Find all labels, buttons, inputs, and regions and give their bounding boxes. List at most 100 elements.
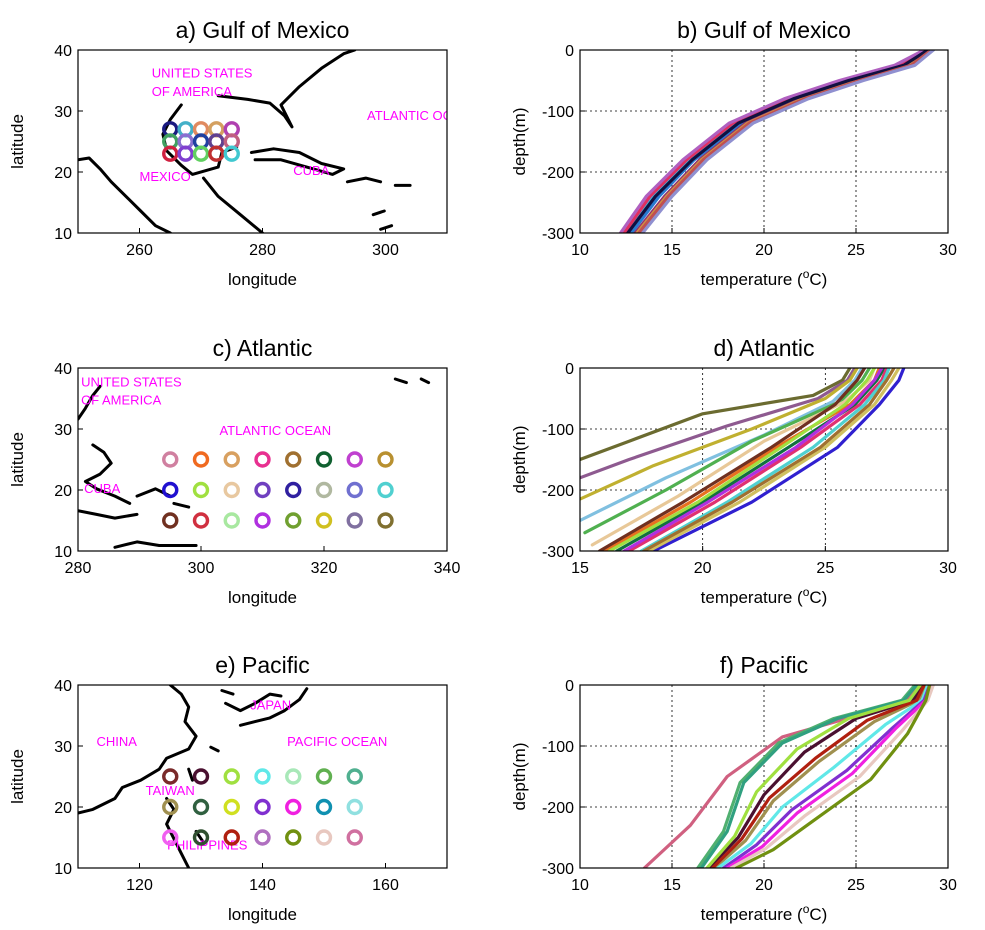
station-marker [285, 798, 302, 816]
y-tick-label-a: 20 [54, 165, 72, 182]
x-tick-label-d: 15 [571, 560, 589, 577]
station-marker [162, 451, 179, 468]
station-marker [346, 798, 363, 816]
x-axis-label-c: longitude [228, 588, 297, 607]
x-axis-label-e: longitude [228, 905, 297, 924]
x-axis-label-f: temperature (oC) [701, 902, 828, 924]
coastline [224, 692, 283, 713]
station-marker [346, 829, 363, 846]
station-marker [315, 829, 333, 846]
coastline [202, 176, 264, 233]
station-marker [162, 145, 179, 162]
station-marker [254, 768, 271, 785]
panel-d: d) Atlantic 15 20 25 30 0 -100 -200 -300 temperat… [510, 335, 957, 607]
map-label: CUBA [293, 163, 329, 178]
x-axis-unit-celsius: C) [809, 588, 827, 607]
x-tick-label-c: 280 [65, 560, 92, 577]
y-tick-label-c: 20 [54, 483, 72, 500]
map-label: MEXICO [140, 169, 191, 184]
coastline [113, 540, 198, 549]
panel-c: c) Atlantic 280 300 320 340 10 20 30 40 UNITED ST… [8, 335, 460, 607]
x-axis-unit-degree: o [803, 902, 810, 916]
map-label: PACIFIC OCEAN [287, 734, 387, 749]
x-tick-label-f: 10 [571, 877, 589, 894]
coastline [78, 156, 172, 233]
x-tick-label-b: 15 [663, 242, 681, 259]
y-tick-label-e: 30 [54, 739, 72, 756]
profile-line [651, 368, 906, 551]
y-ticks-f: 0 -100 -200 -300 [542, 678, 585, 878]
profile-line [699, 685, 919, 868]
station-marker [377, 481, 394, 499]
coastline [393, 377, 408, 385]
x-axis-unit-celsius: C) [809, 270, 827, 289]
x-axis-label-text: temperature ( [701, 905, 803, 924]
panel-title-d: d) Atlantic [714, 335, 815, 361]
x-tick-label-c: 300 [188, 560, 215, 577]
x-tick-label-d: 30 [939, 560, 957, 577]
station-marker [285, 451, 302, 468]
plot-frame-d [579, 367, 949, 552]
station-marker [315, 512, 333, 529]
profile-line [580, 368, 864, 523]
profile-line [583, 368, 872, 535]
station-marker [315, 798, 333, 816]
profile-line [637, 50, 934, 233]
coastline [345, 176, 383, 184]
plot-frame-f [579, 684, 949, 869]
profile-line [725, 685, 934, 868]
station-marker [254, 829, 271, 846]
x-tick-label-f: 30 [939, 877, 957, 894]
y-tick-label-b: -300 [542, 226, 574, 243]
x-tick-label-a: 300 [372, 242, 399, 259]
y-tick-label-c: 10 [54, 544, 72, 561]
map-label: ATLANTIC OCEAN [367, 108, 479, 123]
x-tick-label-d: 25 [816, 560, 834, 577]
profile-line [580, 368, 859, 501]
x-tick-label-f: 15 [663, 877, 681, 894]
station-marker [192, 145, 210, 162]
x-ticks-d: 15 20 25 30 [571, 546, 957, 577]
y-ticks-e: 10 20 30 40 [54, 678, 83, 878]
y-tick-label-f: -100 [542, 739, 574, 756]
profile-line [618, 50, 926, 233]
station-marker [223, 451, 240, 468]
station-marker [346, 481, 363, 499]
coastline [187, 767, 194, 782]
map-label: UNITED STATES [81, 374, 182, 389]
y-ticks-b: 0 -100 -200 -300 [542, 43, 585, 243]
station-marker [162, 481, 179, 499]
profile-line [712, 685, 928, 868]
coastline [78, 685, 198, 815]
panel-b: b) Gulf of Mexico 10 15 20 25 30 0 -100 -200 -300… [510, 17, 957, 289]
y-axis-label-f: depth(m) [510, 742, 529, 810]
map-label: ATLANTIC OCEAN [219, 423, 331, 438]
profile-line [622, 50, 928, 233]
profile-line [624, 50, 930, 233]
profile-line [580, 368, 852, 462]
coastline [220, 689, 235, 696]
x-axis-unit-celsius: C) [809, 905, 827, 924]
station-marker [223, 768, 240, 785]
x-axis-label-text: temperature ( [701, 270, 803, 289]
x-tick-label-a: 260 [126, 242, 153, 259]
map-label: CUBA [84, 481, 120, 496]
coastline [78, 384, 102, 421]
coastline [209, 745, 220, 753]
x-ticks-c: 280 300 320 340 [65, 546, 460, 577]
station-marker [315, 481, 333, 499]
y-tick-label-e: 20 [54, 800, 72, 817]
station-marker [162, 768, 179, 785]
y-tick-label-f: 0 [565, 678, 574, 695]
station-marker [192, 768, 210, 785]
coastline [419, 377, 431, 385]
plot-frame-b [579, 49, 949, 234]
x-axis-label-d: temperature (oC) [701, 585, 828, 607]
x-tick-label-a: 280 [249, 242, 276, 259]
map-label: OF AMERICA [152, 84, 233, 99]
data-layer-b [618, 50, 935, 233]
data-layer-a: UNITED STATES OF AMERICA ATLANTIC OCEAN MEX… [78, 50, 479, 233]
station-marker [285, 512, 302, 529]
y-tick-label-b: -200 [542, 165, 574, 182]
y-tick-label-f: -300 [542, 861, 574, 878]
